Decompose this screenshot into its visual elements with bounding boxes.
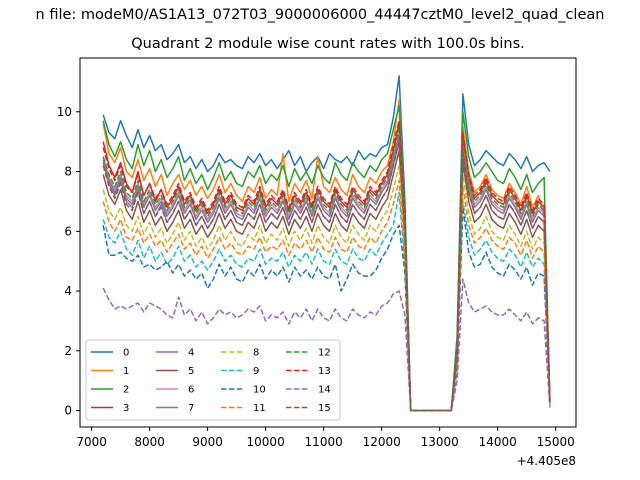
x-tick-label: 9000 [192,435,223,449]
legend-label-12: 12 [318,348,331,359]
series-line-7 [102,134,551,412]
x-axis-offset-label: +4.405e8 [517,454,576,468]
series-line-8 [102,164,551,412]
legend-label-7: 7 [188,403,194,414]
series-line-6 [102,131,551,412]
legend-label-15: 15 [318,403,331,414]
series-line-0 [102,75,551,412]
legend-label-0: 0 [123,348,129,359]
series-line-15 [102,140,551,412]
series-line-3 [102,122,551,412]
legend-label-1: 1 [123,366,129,377]
x-tick-label: 11000 [305,435,343,449]
x-tick-label: 10000 [247,435,285,449]
y-tick-label: 8 [64,165,72,179]
legend-label-6: 6 [188,385,194,396]
chart-title: Quadrant 2 module wise count rates with … [131,36,525,52]
y-tick-label: 6 [64,224,72,238]
legend-box [85,339,341,421]
x-tick-label: 13000 [421,435,459,449]
legend-label-8: 8 [253,348,259,359]
legend-label-11: 11 [253,403,266,414]
x-tick-label: 8000 [134,435,165,449]
series-line-10 [102,206,551,412]
x-tick-label: 7000 [76,435,107,449]
x-tick-label: 15000 [537,435,575,449]
legend-label-10: 10 [253,385,266,396]
series-line-9 [102,191,551,412]
legend-label-14: 14 [318,385,331,396]
legend-label-5: 5 [188,366,194,377]
series-line-11 [102,179,551,412]
y-tick-label: 0 [64,404,72,418]
legend-label-9: 9 [253,366,259,377]
x-tick-label: 14000 [479,435,517,449]
series-line-14 [102,278,551,412]
legend-label-2: 2 [123,385,129,396]
file-name-title: n file: modeM0/AS1A13_072T03_9000006000_… [35,7,605,23]
series-layer [102,75,551,412]
legend-label-13: 13 [318,366,331,377]
series-line-13 [102,119,551,412]
x-tick-label: 12000 [363,435,401,449]
y-tick-label: 4 [64,284,72,298]
legend-label-4: 4 [188,348,194,359]
legend-label-3: 3 [123,403,129,414]
y-tick-label: 2 [64,344,72,358]
series-line-1 [102,99,551,412]
series-line-2 [102,105,551,412]
series-line-5 [102,149,551,412]
y-tick-label: 10 [57,105,72,119]
series-line-12 [102,128,551,412]
plot-frame [79,57,577,428]
axes-layer: 7000 8000 9000 10000 11000 12000 13000 14000 150… [57,105,575,449]
